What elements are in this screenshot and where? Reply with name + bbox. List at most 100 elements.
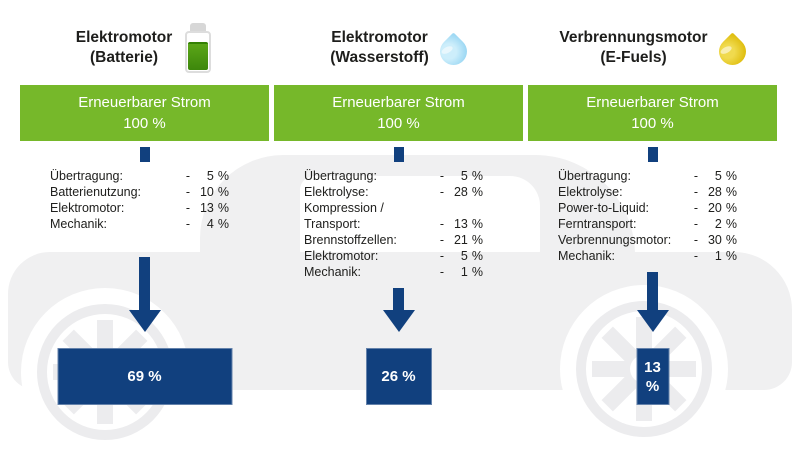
water-drop-icon xyxy=(434,31,473,71)
loss-label: Mechanik: xyxy=(304,265,361,279)
down-arrow xyxy=(382,288,415,332)
column-title-line1: Verbrennungsmotor xyxy=(559,29,708,46)
loss-row: Kompression / Transport: -13% xyxy=(304,200,483,232)
column-header: Elektromotor (Batterie) xyxy=(20,16,269,80)
down-arrow xyxy=(128,257,161,332)
column-title-line2: (E-Fuels) xyxy=(600,49,667,66)
loss-row: Übertragung: -5% xyxy=(558,168,737,184)
result-value: 13 % xyxy=(644,358,661,395)
loss-value: -5% xyxy=(185,169,229,183)
loss-label: Mechanik: xyxy=(50,217,107,231)
loss-row: Ferntransport: -2% xyxy=(558,216,737,232)
loss-label: Ferntransport: xyxy=(558,217,637,231)
loss-list: Übertragung: -5% Elektrolyse: -28% Power-to-… xyxy=(558,168,737,264)
arrow-head xyxy=(128,310,161,332)
loss-row: Power-to-Liquid: -20% xyxy=(558,200,737,216)
column-title: Verbrennungsmotor (E-Fuels) xyxy=(559,28,707,68)
loss-value: -21% xyxy=(439,233,483,247)
loss-row: Übertragung: -5% xyxy=(50,168,229,184)
columns-container: Elektromotor (Batterie) Erneuerbarer Str… xyxy=(20,0,777,467)
result-box: 13 % xyxy=(636,348,669,405)
loss-list: Übertragung: -5% Elektrolyse: -28% Kompressi… xyxy=(304,168,483,280)
loss-value: -13% xyxy=(185,201,229,215)
loss-label: Elektromotor: xyxy=(304,249,379,263)
loss-row: Elektromotor: -5% xyxy=(304,248,483,264)
loss-label: Brennstoffzellen: xyxy=(304,233,397,247)
source-banner: Erneuerbarer Strom 100 % xyxy=(274,85,523,141)
arrow-head xyxy=(636,310,669,332)
loss-label: Übertragung: xyxy=(50,169,123,183)
loss-label: Mechanik: xyxy=(558,249,615,263)
column-title-line1: Elektromotor xyxy=(331,29,428,46)
connector-stub xyxy=(393,147,404,162)
loss-row: Mechanik: -1% xyxy=(558,248,737,264)
loss-row: Elektrolyse: -28% xyxy=(304,184,483,200)
loss-value: -1% xyxy=(439,265,483,279)
source-banner: Erneuerbarer Strom 100 % xyxy=(528,85,777,141)
column-title-line2: (Batterie) xyxy=(89,49,159,66)
loss-value: -20% xyxy=(693,201,737,215)
loss-row: Verbrennungsmotor: -30% xyxy=(558,232,737,248)
arrow-shaft xyxy=(139,257,150,310)
source-label: Erneuerbarer Strom xyxy=(78,94,211,111)
result-value: 69 % xyxy=(127,368,162,385)
loss-value: -4% xyxy=(185,217,229,231)
loss-value: -5% xyxy=(693,169,737,183)
loss-value: -13% xyxy=(439,217,483,231)
loss-label: Elektrolyse: xyxy=(304,185,369,199)
source-value: 100 % xyxy=(631,115,674,132)
connector-stub xyxy=(647,147,658,162)
source-banner: Erneuerbarer Strom 100 % xyxy=(20,85,269,141)
source-label: Erneuerbarer Strom xyxy=(586,94,719,111)
fuel-drop-icon xyxy=(712,31,752,71)
loss-value: -5% xyxy=(439,249,483,263)
loss-label: Übertragung: xyxy=(558,169,631,183)
battery-icon xyxy=(183,23,213,73)
arrow-shaft xyxy=(393,288,404,310)
car-window xyxy=(300,176,540,255)
loss-label: Elektrolyse: xyxy=(558,185,623,199)
powertrain-column: Elektromotor (Wasserstoff) Erneuerbarer … xyxy=(274,0,523,467)
column-header: Elektromotor (Wasserstoff) xyxy=(274,16,523,80)
loss-row: Mechanik: -1% xyxy=(304,264,483,280)
loss-list: Übertragung: -5% Batterienutzung: -10% Elekt… xyxy=(50,168,229,232)
column-title-line1: Elektromotor xyxy=(75,29,173,46)
loss-row: Übertragung: -5% xyxy=(304,168,483,184)
column-header: Verbrennungsmotor (E-Fuels) xyxy=(528,16,777,80)
result-box: 69 % xyxy=(57,348,232,405)
loss-row: Elektrolyse: -28% xyxy=(558,184,737,200)
powertrain-column: Elektromotor (Batterie) Erneuerbarer Str… xyxy=(20,0,269,467)
loss-label: Verbrennungsmotor: xyxy=(558,233,672,247)
loss-row: Elektromotor: -13% xyxy=(50,200,229,216)
loss-label: Power-to-Liquid: xyxy=(558,201,650,215)
result-box: 26 % xyxy=(365,348,432,405)
column-title-line2: (Wasserstoff) xyxy=(330,49,429,66)
loss-label: Elektromotor: xyxy=(50,201,125,215)
loss-value: -1% xyxy=(693,249,737,263)
powertrain-column: Verbrennungsmotor (E-Fuels) Erneuerbarer… xyxy=(528,0,777,467)
loss-value: -10% xyxy=(185,185,229,199)
loss-value: -28% xyxy=(439,185,483,199)
icon-slot xyxy=(183,23,213,73)
down-arrow xyxy=(636,272,669,332)
loss-label: Batterienutzung: xyxy=(50,185,142,199)
source-label: Erneuerbarer Strom xyxy=(332,94,465,111)
arrow-shaft xyxy=(647,272,658,310)
result-value: 26 % xyxy=(381,368,416,385)
loss-row: Brennstoffzellen: -21% xyxy=(304,232,483,248)
icon-slot xyxy=(712,31,752,71)
icon-slot xyxy=(434,31,473,71)
loss-label: Übertragung: xyxy=(304,169,377,183)
arrow-head xyxy=(382,310,415,332)
column-title: Elektromotor (Batterie) xyxy=(76,28,172,68)
loss-value: -30% xyxy=(693,233,737,247)
loss-row: Batterienutzung: -10% xyxy=(50,184,229,200)
loss-value: -28% xyxy=(693,185,737,199)
source-value: 100 % xyxy=(377,115,420,132)
source-value: 100 % xyxy=(123,115,166,132)
loss-value: -5% xyxy=(439,169,483,183)
loss-row: Mechanik: -4% xyxy=(50,216,229,232)
connector-stub xyxy=(139,147,150,162)
loss-value: -2% xyxy=(693,217,737,231)
